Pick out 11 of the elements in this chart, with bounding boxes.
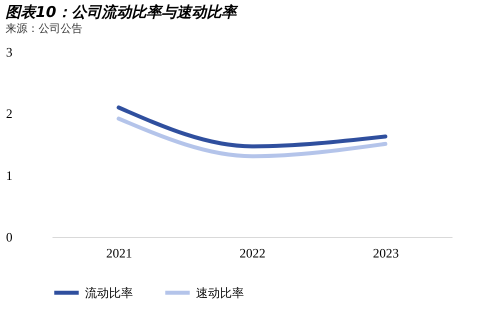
y-tick-label: 1 — [6, 168, 12, 183]
y-tick-label: 3 — [6, 44, 12, 60]
y-tick-label: 2 — [6, 106, 12, 122]
x-tick-label: 2023 — [372, 246, 399, 260]
x-tick-label: 2021 — [106, 246, 132, 260]
chart-title: 图表10：公司流动比率与速动比率 — [6, 3, 238, 21]
legend-label: 速动比率 — [196, 286, 244, 300]
legend-label: 流动比率 — [85, 286, 133, 300]
source-note: 来源：公司公告 — [6, 22, 82, 35]
x-tick-label: 2022 — [240, 246, 266, 260]
y-tick-label: 0 — [6, 230, 12, 244]
